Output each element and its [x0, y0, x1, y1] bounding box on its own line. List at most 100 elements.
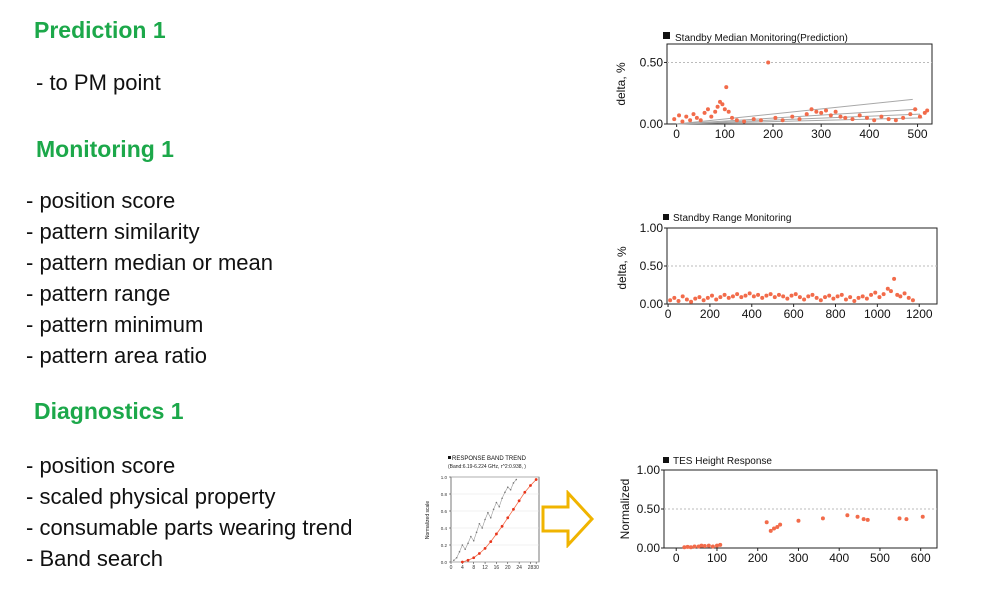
data-point [751, 294, 756, 299]
data-point [775, 524, 780, 529]
chart-title-marker [448, 456, 451, 459]
x-tick-label: 0 [665, 307, 672, 321]
data-point [833, 109, 838, 114]
list-item: - consumable parts wearing trend [26, 515, 353, 540]
data-point [843, 297, 848, 302]
data-point [747, 291, 752, 296]
series-point [467, 542, 469, 545]
x-tick-label: 200 [700, 307, 720, 321]
prediction-list: - to PM point [36, 67, 161, 98]
x-tick-label: 30 [533, 565, 539, 571]
data-point [768, 528, 773, 533]
y-axis-label: Normalized [618, 479, 632, 540]
data-point [881, 292, 886, 297]
series-point [453, 559, 455, 562]
y-tick-label: 0.50 [640, 55, 664, 69]
diagnostics-list: - position score - scaled physical prope… [26, 450, 353, 574]
data-point [888, 289, 893, 294]
data-point [898, 294, 903, 299]
plot-frame [666, 43, 933, 125]
series-point [495, 532, 498, 536]
chart-title-marker [663, 457, 669, 463]
data-point [677, 113, 682, 118]
data-point [713, 109, 718, 114]
data-point [756, 292, 761, 297]
data-point [718, 542, 723, 547]
data-point [772, 526, 777, 531]
data-point [793, 292, 798, 297]
list-item: - scaled physical property [26, 484, 276, 509]
chart-standby-median: Standby Median Monitoring(Prediction) de… [612, 28, 947, 155]
data-point [855, 514, 860, 519]
series-point [504, 491, 506, 494]
data-point [722, 292, 727, 297]
y-axis-label: delta, % [614, 62, 628, 106]
series-point [523, 490, 527, 494]
data-point [814, 295, 819, 300]
series-point [484, 518, 486, 521]
series-point [512, 507, 515, 511]
data-point [778, 522, 783, 527]
series-point [475, 531, 478, 534]
data-point [869, 292, 874, 297]
y-tick-label: 0.00 [637, 541, 661, 555]
series-point [472, 556, 476, 560]
data-point [797, 117, 802, 122]
y-tick-label: 0.50 [637, 502, 661, 516]
data-point [672, 295, 677, 300]
data-point [818, 298, 823, 303]
x-tick-label: 100 [707, 551, 727, 565]
data-point [758, 118, 763, 123]
x-tick-label: 28 [528, 565, 534, 571]
x-tick-label: 1000 [864, 307, 891, 321]
data-point [828, 113, 833, 118]
x-tick-label: 20 [505, 565, 511, 571]
data-point [689, 299, 694, 304]
data-point [814, 109, 819, 114]
chart-standby-median-svg: Standby Median Monitoring(Prediction) de… [614, 32, 933, 141]
data-point [917, 114, 922, 119]
data-point [838, 114, 843, 119]
data-point [705, 107, 710, 112]
series-point [501, 497, 503, 500]
data-point [781, 294, 786, 299]
data-point [908, 112, 913, 117]
list-item: - pattern median or mean [26, 250, 274, 275]
data-point [861, 517, 866, 522]
data-point [694, 115, 699, 120]
series-point [534, 478, 538, 481]
x-tick-label: 200 [748, 551, 768, 565]
x-tick-label: 600 [784, 307, 804, 321]
data-point [710, 293, 714, 298]
chart-standby-range: Standby Range Monitoring delta, % 0 200 40… [612, 208, 947, 331]
chart-title: TES Height Response [673, 456, 772, 467]
data-point [684, 114, 689, 119]
data-point [839, 292, 844, 297]
x-tick-label: 16 [494, 565, 500, 571]
y-tick-label: 0.00 [640, 117, 664, 131]
data-point [831, 296, 836, 301]
series-point [481, 527, 484, 529]
list-item: - pattern similarity [26, 219, 200, 244]
data-point [897, 516, 902, 521]
data-point [823, 295, 828, 300]
series-point [506, 486, 509, 488]
data-point [804, 112, 809, 117]
data-point [864, 296, 869, 301]
data-point [730, 294, 735, 299]
series-point [489, 540, 493, 543]
series-point [470, 535, 472, 538]
x-tick-label: 400 [859, 127, 879, 141]
series-point [506, 516, 510, 520]
data-point [743, 293, 748, 298]
chart-response-band-svg: RESPONSE BAND TREND (Band:6.19-6.224 GHz… [421, 452, 541, 574]
y-tick-label: 0.0 [441, 560, 448, 565]
data-point [848, 295, 853, 300]
chart-response-band-trend: RESPONSE BAND TREND (Band:6.19-6.224 GHz… [421, 452, 541, 579]
series-point [509, 488, 512, 491]
data-point [766, 60, 771, 65]
section-title-monitoring: Monitoring 1 [36, 136, 174, 162]
data-point [714, 297, 719, 302]
y-tick-label: 0.00 [640, 297, 664, 311]
data-point [785, 296, 790, 301]
